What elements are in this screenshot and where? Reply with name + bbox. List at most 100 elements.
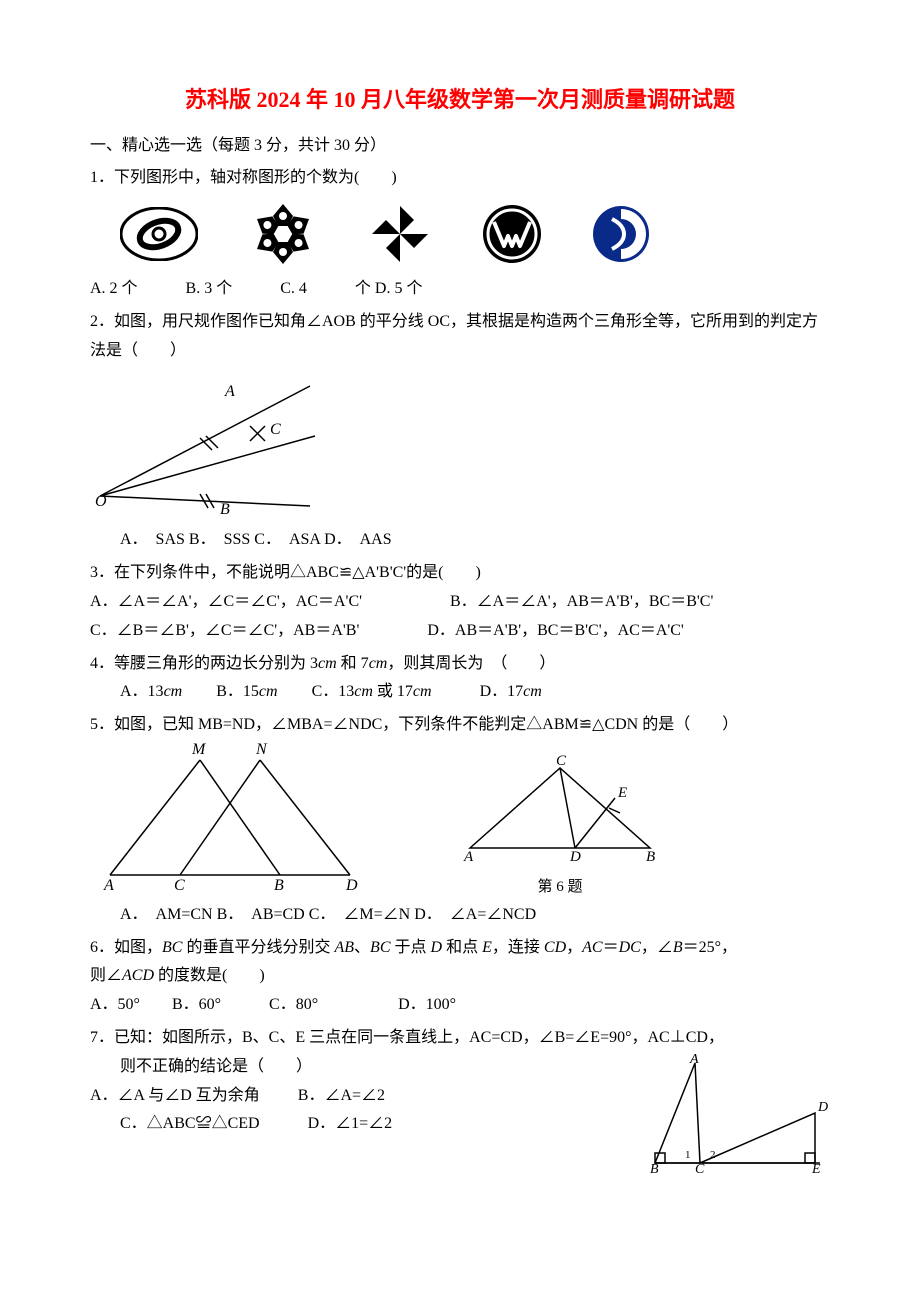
svg-text:A: A [103,877,114,890]
svg-text:D: D [345,877,358,890]
question-5: 5．如图，已知 MB=ND，∠MBA=∠NDC，下列条件不能判定△ABM≌△CD… [90,711,830,929]
q1-options: A. 2 个 B. 3 个 C. 4 个 D. 5 个 [90,275,830,304]
q6-stem-line2: 则∠ACD 的度数是( ) [90,962,830,991]
q6-dc: DC [619,939,641,956]
q6-t8: ，∠ [641,939,673,956]
q6-acd: ACD [122,967,154,984]
section-heading: 一、精心选一选（每题 3 分，共计 30 分） [90,132,830,161]
q6-t2: 的垂直平分线分别交 [182,939,334,956]
q7-row2: C．△ABC≌△CED D．∠1=∠2 [120,1110,640,1139]
svg-text:A: A [689,1053,699,1067]
q4-cm2: cm [369,655,388,672]
q6-stem: 6．如图，BC 的垂直平分线分别交 AB、BC 于点 D 和点 E，连接 CD，… [90,934,830,963]
logo-2-icon [248,199,318,269]
q7-figure: B C E A D 1 2 [640,1053,830,1184]
q3-row2: C．∠B＝∠B'，∠C＝∠C'，AB＝A'B' D．AB＝A'B'，BC＝B'C… [90,617,830,646]
q3-a: A．∠A＝∠A'，∠C＝∠C'，AC＝A'C' [90,593,362,610]
q6-t5: 和点 [442,939,482,956]
q4-a-cm: cm [164,683,183,700]
q4-t2: 和 7 [337,655,369,672]
q4-b-cm: cm [259,683,278,700]
q4-t1: 4．等腰三角形的两边长分别为 3 [90,655,318,672]
question-2: 2．如图，用尺规作图作已知角∠AOB 的平分线 OC，其根据是构造两个三角形全等… [90,308,830,555]
svg-text:N: N [255,741,268,758]
q6-t9: ＝25°， [683,939,737,956]
q5-options: A． AM=CN B． AB=CD C． ∠M=∠N D． ∠A=∠NCD [120,901,830,930]
q3-d: D．AB＝A'B'，BC＝B'C'，AC＝A'C' [427,622,683,639]
svg-text:O: O [95,493,107,510]
question-4: 4．等腰三角形的两边长分别为 3cm 和 7cm，则其周长为 （ ） A．13c… [90,650,830,708]
svg-text:A: A [224,383,235,400]
q6-d: D [431,939,443,956]
q7-row1: A．∠A 与∠D 互为余角 B．∠A=∠2 [90,1082,640,1111]
svg-text:B: B [650,1162,659,1173]
q4-c-cm1: cm [354,683,373,700]
q4-c-cm2: cm [413,683,432,700]
q3-stem: 3．在下列条件中，不能说明△ABC≌△A'B'C'的是( ) [90,559,830,588]
q6-ab: AB [334,939,354,956]
q6-eq: ＝ [603,939,619,956]
question-3: 3．在下列条件中，不能说明△ABC≌△A'B'C'的是( ) A．∠A＝∠A'，… [90,559,830,645]
svg-text:2: 2 [710,1149,716,1161]
q6-b: B [673,939,683,956]
q4-options: A．13cm B．15cm C．13cm 或 17cm D．17cm [120,678,830,707]
svg-text:1: 1 [685,1149,691,1161]
q6-cd: CD [544,939,566,956]
q5-figure-left: A C B D M N [90,740,370,901]
q1-stem: 1．下列图形中，轴对称图形的个数为( ) [90,164,830,193]
svg-text:E: E [811,1162,821,1173]
q4-a: A．13 [120,683,164,700]
q4-t3: ，则其周长为 （ ） [387,655,555,672]
q4-b: B．15 [216,683,259,700]
svg-text:C: C [270,421,281,438]
svg-text:C: C [556,753,567,769]
svg-text:B: B [274,877,284,890]
svg-text:C: C [695,1162,705,1173]
q3-b: B．∠A＝∠A'，AB＝A'B'，BC＝B'C' [450,593,713,610]
q7-body: 则不正确的结论是（ ） A．∠A 与∠D 互为余角 B．∠A=∠2 C．△ABC… [90,1053,640,1139]
q6-e: E [482,939,492,956]
q6-t1: 6．如图， [90,939,162,956]
q6-t6: ，连接 [492,939,544,956]
q2-options: A． SAS B． SSS C． ASA D． AAS [120,526,830,555]
q6-t3: 、 [354,939,370,956]
q4-d-cm: cm [523,683,542,700]
q5-stem: 5．如图，已知 MB=ND，∠MBA=∠NDC，下列条件不能判定△ABM≌△CD… [90,711,830,740]
q7-b: B．∠A=∠2 [298,1087,385,1104]
logo-3-icon [368,202,432,266]
question-1: 1．下列图形中，轴对称图形的个数为( ) [90,164,830,304]
q6-caption: 第 6 题 [450,874,670,901]
q6-l2b: 的度数是( ) [154,967,265,984]
q7-c: C．△ABC≌△CED [120,1115,260,1132]
svg-text:C: C [174,877,185,890]
q4-c1: C．13 [312,683,355,700]
q6-t4: 于点 [391,939,431,956]
q2-stem: 2．如图，用尺规作图作已知角∠AOB 的平分线 OC，其根据是构造两个三角形全等… [90,308,830,366]
q6-options: A．50° B．60° C．80° D．100° [90,991,830,1020]
q7-stem2: 则不正确的结论是（ ） [120,1053,640,1082]
q2-figure: O A C B [90,366,830,527]
q6-l2a: 则∠ [90,967,122,984]
q7-d: D．∠1=∠2 [308,1115,393,1132]
q3-row1: A．∠A＝∠A'，∠C＝∠C'，AC＝A'C' B．∠A＝∠A'，AB＝A'B'… [90,588,830,617]
svg-text:D: D [569,849,581,863]
question-6: 6．如图，BC 的垂直平分线分别交 AB、BC 于点 D 和点 E，连接 CD，… [90,934,830,1020]
page-title: 苏科版 2024 年 10 月八年级数学第一次月测质量调研试题 [90,80,830,120]
svg-text:B: B [220,501,230,516]
svg-text:A: A [463,849,474,863]
svg-text:D: D [817,1100,828,1115]
question-7: 7．已知：如图所示，B、C、E 三点在同一条直线上，AC=CD，∠B=∠E=90… [90,1024,830,1184]
logo-1-icon [120,207,198,261]
logo-5-icon [592,205,650,263]
q4-d: D．17 [480,683,524,700]
q5-figures: A C B D M N A D B C E [90,740,830,901]
q6-bc2: BC [370,939,390,956]
q6-t7: ， [566,939,582,956]
q6-figure: A D B C E 第 6 题 [450,753,670,901]
q7-a: A．∠A 与∠D 互为余角 [90,1087,260,1104]
svg-text:M: M [191,741,207,758]
q6-ac: AC [582,939,602,956]
q3-c: C．∠B＝∠B'，∠C＝∠C'，AB＝A'B' [90,622,359,639]
q1-logos [120,199,830,269]
q4-cm1: cm [318,655,337,672]
